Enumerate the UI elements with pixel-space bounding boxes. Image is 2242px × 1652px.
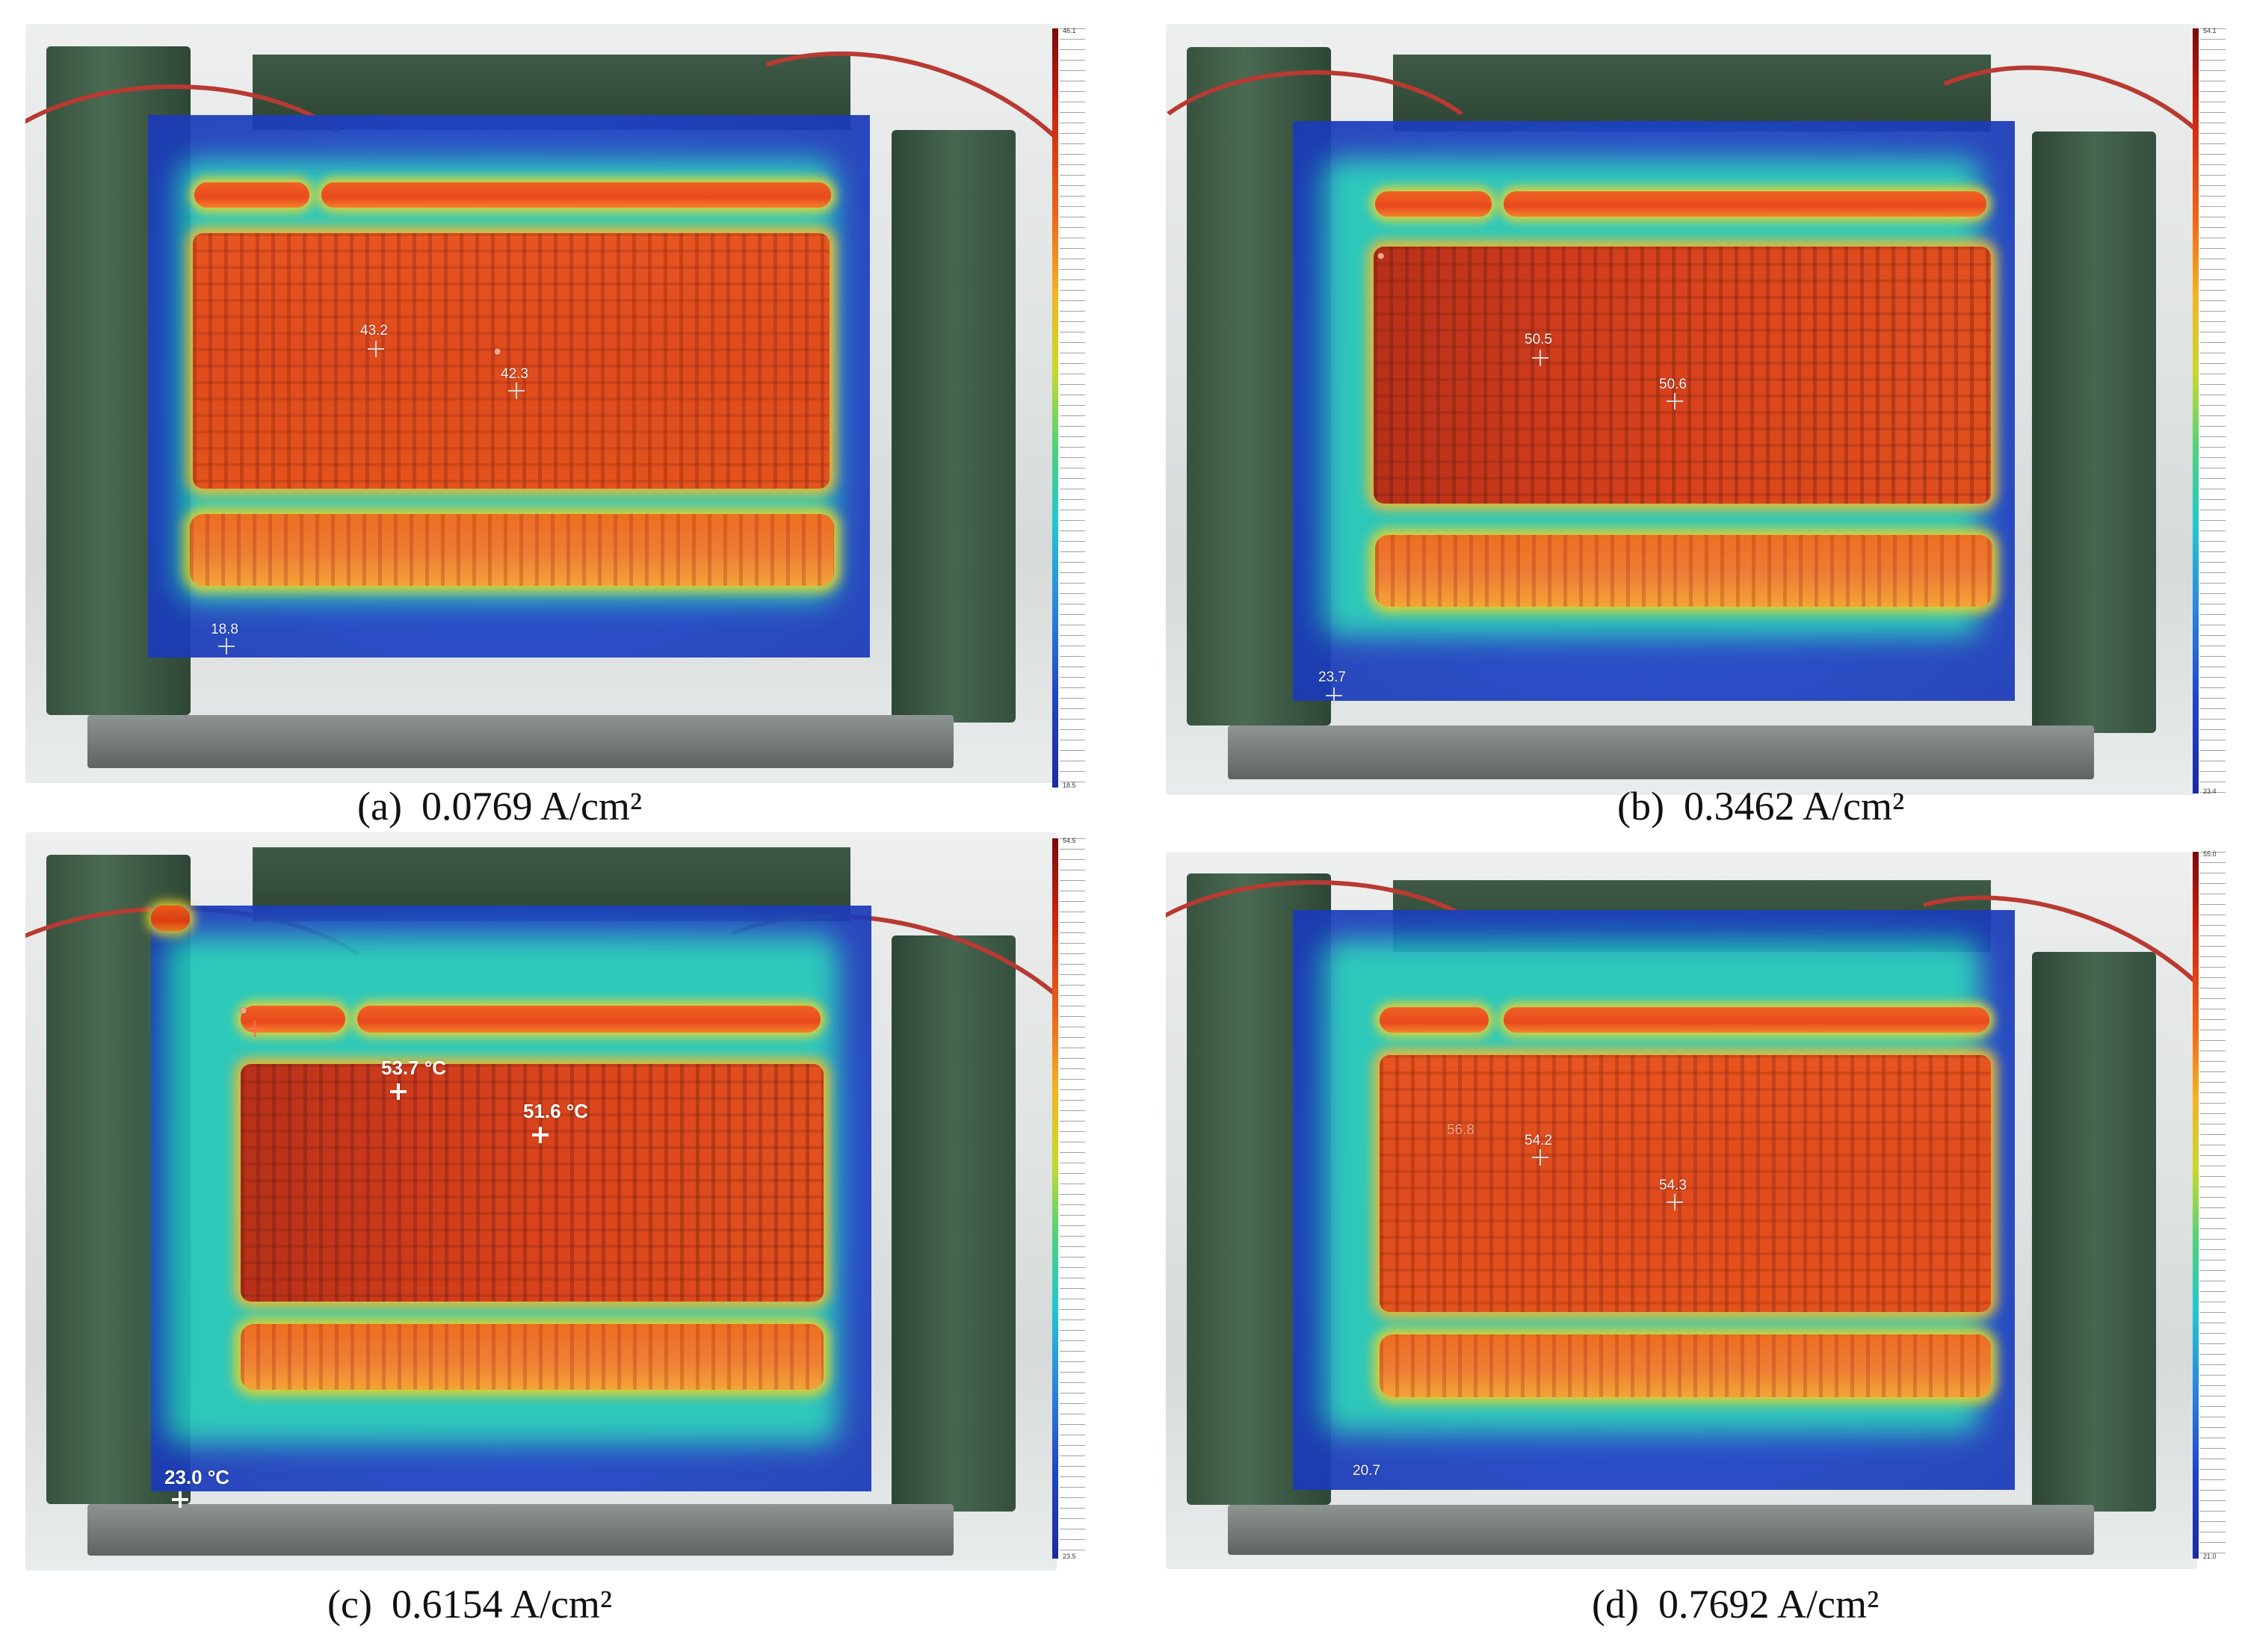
crosshair-icon (1532, 350, 1548, 366)
temperature-marker-label: 50.6 (1659, 377, 1687, 392)
temperature-marker-label: 23.0 °C (164, 1466, 230, 1488)
crosshair-icon (1532, 1149, 1548, 1166)
crosshair-icon (218, 638, 235, 655)
temperature-marker-label: 43.2 (360, 323, 388, 338)
crosshair-icon (247, 1021, 263, 1037)
crosshair-icon (1667, 393, 1683, 409)
temperature-marker-label: 23.7 (1318, 669, 1346, 685)
fuel-cell-stack-hot-region (241, 1064, 824, 1302)
color-scale-bar-c: 54.5 23.5 (1052, 837, 1087, 1560)
caption-letter: (d) (1592, 1582, 1639, 1627)
crosshair-label-faint: ● (493, 344, 502, 359)
scale-min-label: 23.5 (1063, 1553, 1076, 1560)
caption-current-density: 0.6154 A/cm² (391, 1582, 613, 1627)
scale-min-label: 18.5 (1063, 782, 1076, 789)
crosshair-icon (508, 383, 525, 399)
scale-min-label: 21.0 (2203, 1553, 2217, 1560)
caption-letter: (a) (357, 784, 402, 829)
thermal-image-c: ● 53.7 °C 51.6 °C 23.0 °C (25, 832, 1057, 1571)
temperature-marker-label: 56.8 (1447, 1122, 1474, 1138)
crosshair-label-faint: ● (239, 1003, 248, 1018)
crosshair-icon (368, 341, 384, 357)
color-scale-bar-a: 46.1 18.5 (1052, 27, 1087, 789)
caption-current-density: 0.0769 A/cm² (421, 784, 643, 829)
scale-min-label: 23.4 (2203, 788, 2217, 795)
thermal-overlay (148, 115, 870, 658)
caption-d: (d) 0.7692 A/cm² (1592, 1581, 1879, 1627)
crosshair-icon (390, 1083, 407, 1100)
caption-b: (b) 0.3462 A/cm² (1617, 783, 1904, 829)
thermal-image-a: 43.2 ● 42.3 18.8 (25, 24, 1057, 783)
scale-max-label: 54.1 (2203, 27, 2217, 34)
caption-a: (a) 0.0769 A/cm² (357, 783, 642, 829)
crosshair-icon (1667, 1194, 1683, 1210)
thermal-overlay (1293, 121, 2015, 701)
temperature-marker-label: 42.3 (501, 366, 528, 382)
temperature-marker-label: 54.3 (1659, 1178, 1687, 1193)
caption-current-density: 0.7692 A/cm² (1658, 1582, 1880, 1627)
thermal-image-b: ● 50.5 50.6 23.7 (1166, 24, 2197, 795)
fuel-cell-stack-hot-region (1380, 1055, 1991, 1312)
crosshair-icon (1326, 687, 1342, 704)
caption-current-density: 0.3462 A/cm² (1683, 784, 1905, 829)
scale-max-label: 46.1 (1063, 27, 1076, 34)
temperature-marker-label: 18.8 (211, 622, 238, 637)
crosshair-icon (532, 1127, 549, 1143)
scale-max-label: 54.5 (1063, 837, 1076, 844)
color-scale-bar-d: 55.0 21.0 (2193, 850, 2227, 1560)
color-scale-bar-b: 54.1 23.4 (2193, 27, 2227, 795)
thermal-image-d: 56.8 54.2 54.3 20.7 (1166, 852, 2197, 1569)
crosshair-icon (172, 1491, 188, 1508)
fuel-cell-stack-hot-region (193, 233, 830, 489)
thermal-overlay (151, 906, 871, 1491)
temperature-marker-label: 53.7 °C (381, 1057, 447, 1079)
temperature-marker-label: 50.5 (1525, 332, 1552, 347)
caption-c: (c) 0.6154 A/cm² (327, 1581, 612, 1627)
fuel-cell-stack-hot-region (1374, 247, 1991, 504)
caption-letter: (b) (1617, 784, 1664, 829)
scale-max-label: 55.0 (2203, 850, 2217, 858)
temperature-marker-label: 20.7 (1353, 1463, 1380, 1479)
temperature-marker-label: 51.6 °C (523, 1100, 589, 1122)
thermal-overlay (1293, 910, 2015, 1490)
temperature-marker-label: 54.2 (1525, 1133, 1552, 1148)
crosshair-label-faint: ● (1377, 248, 1386, 264)
caption-letter: (c) (327, 1582, 372, 1627)
